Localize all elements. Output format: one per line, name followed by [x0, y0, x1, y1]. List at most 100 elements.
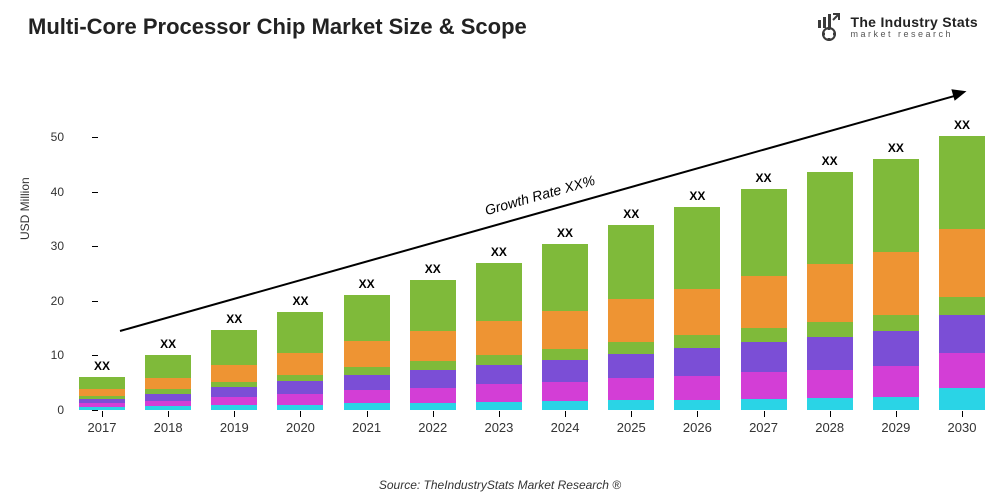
bar-segment — [608, 225, 654, 300]
bar-segment — [344, 375, 390, 390]
bar-segment — [608, 342, 654, 354]
bar-segment — [277, 353, 323, 375]
bar-segment — [873, 331, 919, 366]
bar-segment — [145, 394, 191, 401]
y-axis-label: USD Million — [18, 177, 32, 240]
bar: XX — [79, 377, 125, 410]
bar-value-label: XX — [557, 226, 573, 240]
bar: XX — [674, 207, 720, 410]
bar-segment — [807, 322, 853, 337]
x-tick-label: 2017 — [88, 420, 117, 435]
bar-segment — [608, 299, 654, 342]
bar-value-label: XX — [491, 245, 507, 259]
bar-segment — [476, 263, 522, 321]
chart-title: Multi-Core Processor Chip Market Size & … — [28, 14, 527, 40]
bar: XX — [873, 159, 919, 410]
bar-segment — [410, 370, 456, 387]
bar: XX — [211, 330, 257, 410]
bar: XX — [542, 244, 588, 410]
bar-segment — [277, 381, 323, 394]
bar-segment — [410, 280, 456, 332]
x-tick-label: 2026 — [683, 420, 712, 435]
bar-segment — [410, 403, 456, 410]
x-tick-label: 2030 — [948, 420, 977, 435]
bar: XX — [277, 312, 323, 410]
bar-segment — [741, 276, 787, 328]
bar-segment — [807, 398, 853, 410]
growth-arrow-head — [952, 86, 969, 101]
y-tick-label: 0 — [40, 403, 64, 417]
bar-segment — [608, 400, 654, 410]
x-tick-label: 2028 — [815, 420, 844, 435]
x-tick — [433, 411, 434, 417]
x-tick-label: 2020 — [286, 420, 315, 435]
bar-segment — [79, 377, 125, 389]
plot-area: 01020304050XX2017XX2018XX2019XX2020XX202… — [70, 80, 970, 440]
x-tick — [896, 411, 897, 417]
x-tick-label: 2019 — [220, 420, 249, 435]
bar-segment — [807, 337, 853, 370]
bar-segment — [79, 396, 125, 399]
bar-segment — [145, 401, 191, 406]
bar-segment — [476, 402, 522, 410]
bar-value-label: XX — [160, 337, 176, 351]
y-tick-label: 20 — [40, 294, 64, 308]
bar-segment — [542, 244, 588, 311]
logo-text-line1: The Industry Stats — [850, 15, 978, 30]
x-tick — [565, 411, 566, 417]
y-tick — [92, 301, 98, 302]
bar-segment — [674, 207, 720, 289]
bar-segment — [410, 361, 456, 370]
bar-segment — [939, 388, 985, 410]
bar-segment — [277, 312, 323, 353]
x-tick-label: 2021 — [352, 420, 381, 435]
x-tick — [697, 411, 698, 417]
bar-segment — [807, 370, 853, 398]
bar-segment — [79, 389, 125, 396]
bar-value-label: XX — [94, 359, 110, 373]
bar-segment — [145, 406, 191, 410]
bar-segment — [79, 407, 125, 410]
bar-segment — [674, 400, 720, 410]
bar-segment — [608, 354, 654, 379]
bar-segment — [410, 388, 456, 403]
x-tick — [631, 411, 632, 417]
bar-segment — [344, 390, 390, 403]
bar-segment — [476, 355, 522, 365]
bar: XX — [410, 280, 456, 410]
bar-segment — [542, 360, 588, 382]
bar-segment — [79, 403, 125, 406]
bar-segment — [939, 229, 985, 297]
bar-value-label: XX — [359, 277, 375, 291]
y-tick — [92, 192, 98, 193]
x-tick — [300, 411, 301, 417]
x-tick — [962, 411, 963, 417]
x-tick — [764, 411, 765, 417]
bar-segment — [211, 330, 257, 365]
x-tick-label: 2029 — [881, 420, 910, 435]
bar-segment — [741, 342, 787, 372]
bar-segment — [476, 384, 522, 401]
bar-segment — [873, 159, 919, 252]
bar-segment — [542, 311, 588, 349]
bar-segment — [542, 349, 588, 360]
bar-value-label: XX — [822, 154, 838, 168]
bar-segment — [277, 405, 323, 410]
bar: XX — [807, 172, 853, 410]
bar-segment — [344, 295, 390, 341]
bar-segment — [873, 397, 919, 410]
bar-segment — [344, 341, 390, 367]
bar-value-label: XX — [756, 171, 772, 185]
x-tick — [367, 411, 368, 417]
bar-segment — [145, 355, 191, 378]
bar-segment — [807, 264, 853, 321]
bar-segment — [873, 315, 919, 331]
bar-segment — [741, 189, 787, 276]
x-tick-label: 2027 — [749, 420, 778, 435]
bar-value-label: XX — [888, 141, 904, 155]
bar-segment — [741, 372, 787, 398]
bar-value-label: XX — [226, 312, 242, 326]
bar-segment — [873, 366, 919, 397]
bar-value-label: XX — [623, 207, 639, 221]
bar: XX — [476, 263, 522, 410]
